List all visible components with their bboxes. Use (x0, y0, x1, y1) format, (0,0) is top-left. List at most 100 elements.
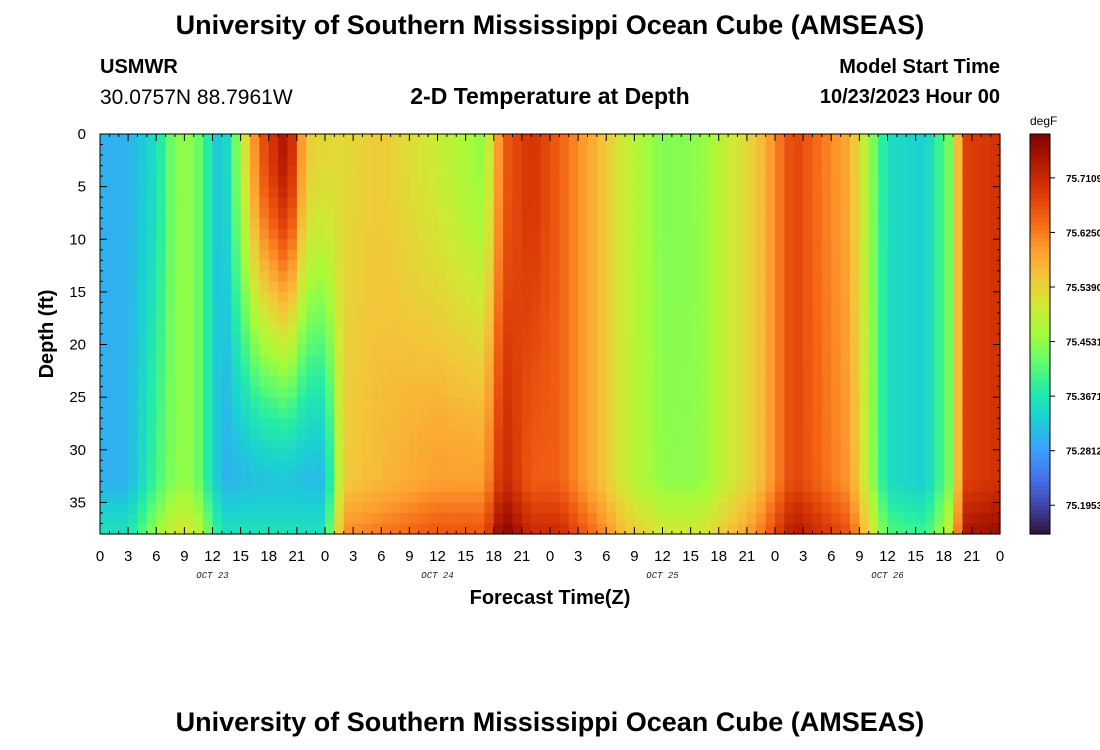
colorbar-segment (1030, 226, 1050, 231)
heatmap-cell (137, 418, 148, 430)
heatmap-cell (775, 260, 785, 272)
x-tick-label: 0 (546, 548, 554, 565)
heatmap-cell (681, 523, 692, 535)
heatmap-cell (268, 460, 279, 472)
heatmap-cell (746, 334, 757, 346)
heatmap-cell (662, 502, 673, 514)
heatmap-cell (259, 291, 270, 304)
heatmap-cell (550, 155, 560, 167)
heatmap-cell (953, 281, 964, 293)
heatmap-cell (240, 418, 251, 430)
heatmap-cell (343, 144, 354, 156)
heatmap-cell (221, 481, 232, 493)
heatmap-cell (971, 302, 982, 314)
heatmap-cell (840, 155, 851, 167)
heatmap-cell (259, 260, 270, 272)
heatmap-cell (240, 428, 251, 440)
heatmap-cell (446, 228, 457, 240)
heatmap-cell (896, 165, 907, 177)
heatmap-cell (896, 249, 907, 261)
heatmap-cell (625, 260, 635, 272)
heatmap-cell (634, 344, 645, 356)
heatmap-cell (156, 449, 167, 461)
heatmap-cell (925, 460, 935, 472)
heatmap-cell (109, 386, 120, 398)
heatmap-cell (362, 186, 373, 198)
heatmap-cell (493, 165, 504, 177)
heatmap-cell (315, 439, 326, 451)
heatmap-cell (193, 386, 204, 398)
heatmap-cell (962, 355, 973, 367)
heatmap-cell (887, 344, 898, 356)
heatmap-cell (934, 207, 945, 219)
heatmap-cell (409, 323, 420, 335)
heatmap-cell (793, 460, 804, 472)
heatmap-cell (700, 207, 710, 219)
heatmap-cell (587, 144, 598, 156)
heatmap-cell (906, 165, 917, 177)
heatmap-cell (690, 523, 701, 535)
heatmap-cell (990, 344, 1001, 356)
heatmap-cell (550, 439, 560, 451)
heatmap-cell (718, 134, 729, 146)
heatmap-cell (240, 439, 251, 451)
heatmap-cell (259, 481, 270, 493)
model-start-label: Model Start Time (839, 56, 1000, 78)
heatmap-cell (643, 491, 654, 504)
heatmap-cell (287, 165, 298, 177)
heatmap-cell (625, 502, 635, 514)
heatmap-cell (456, 249, 467, 261)
heatmap-cell (156, 155, 167, 167)
heatmap-cell (812, 449, 823, 461)
heatmap-cell (671, 470, 682, 482)
heatmap-cell (315, 491, 326, 504)
colorbar-segment (1030, 358, 1050, 363)
heatmap-cell (925, 376, 935, 388)
heatmap-cell (184, 502, 195, 514)
heatmap-cell (156, 323, 167, 335)
heatmap-cell (981, 302, 992, 314)
heatmap-cell (334, 449, 345, 461)
heatmap-cell (981, 239, 992, 251)
heatmap-cell (765, 512, 776, 525)
heatmap-cell (446, 397, 457, 409)
heatmap-cell (850, 218, 860, 230)
heatmap-cell (193, 344, 204, 356)
heatmap-cell (109, 512, 120, 525)
heatmap-cell (765, 481, 776, 493)
heatmap-cell (568, 165, 579, 177)
heatmap-cell (400, 134, 410, 146)
heatmap-cell (165, 260, 176, 272)
heatmap-cell (568, 334, 579, 346)
heatmap-cell (906, 418, 917, 430)
heatmap-cell (137, 176, 148, 188)
heatmap-cell (128, 502, 139, 514)
heatmap-cell (156, 186, 167, 198)
date-label: OCT 26 (871, 571, 904, 581)
heatmap-cell (587, 249, 598, 261)
heatmap-cell (268, 407, 279, 419)
heatmap-cell (578, 291, 589, 304)
heatmap-cell (840, 428, 851, 440)
heatmap-cell (596, 428, 607, 440)
heatmap-cell (625, 281, 635, 293)
heatmap-cell (484, 502, 495, 514)
heatmap-cell (503, 134, 514, 146)
heatmap-cell (353, 291, 364, 304)
heatmap-cell (625, 376, 635, 388)
heatmap-cell (231, 302, 242, 314)
heatmap-cell (775, 207, 785, 219)
heatmap-cell (746, 323, 757, 335)
heatmap-cell (990, 365, 1001, 377)
heatmap-cell (250, 323, 260, 335)
heatmap-cell (718, 312, 729, 325)
heatmap-cell (203, 344, 214, 356)
heatmap-cell (221, 312, 232, 325)
heatmap-cell (212, 302, 223, 314)
heatmap-cell (156, 260, 167, 272)
heatmap-cell (775, 344, 785, 356)
heatmap-cell (550, 460, 560, 472)
heatmap-cell (550, 260, 560, 272)
heatmap-cell (615, 144, 626, 156)
heatmap-cell (250, 239, 260, 251)
